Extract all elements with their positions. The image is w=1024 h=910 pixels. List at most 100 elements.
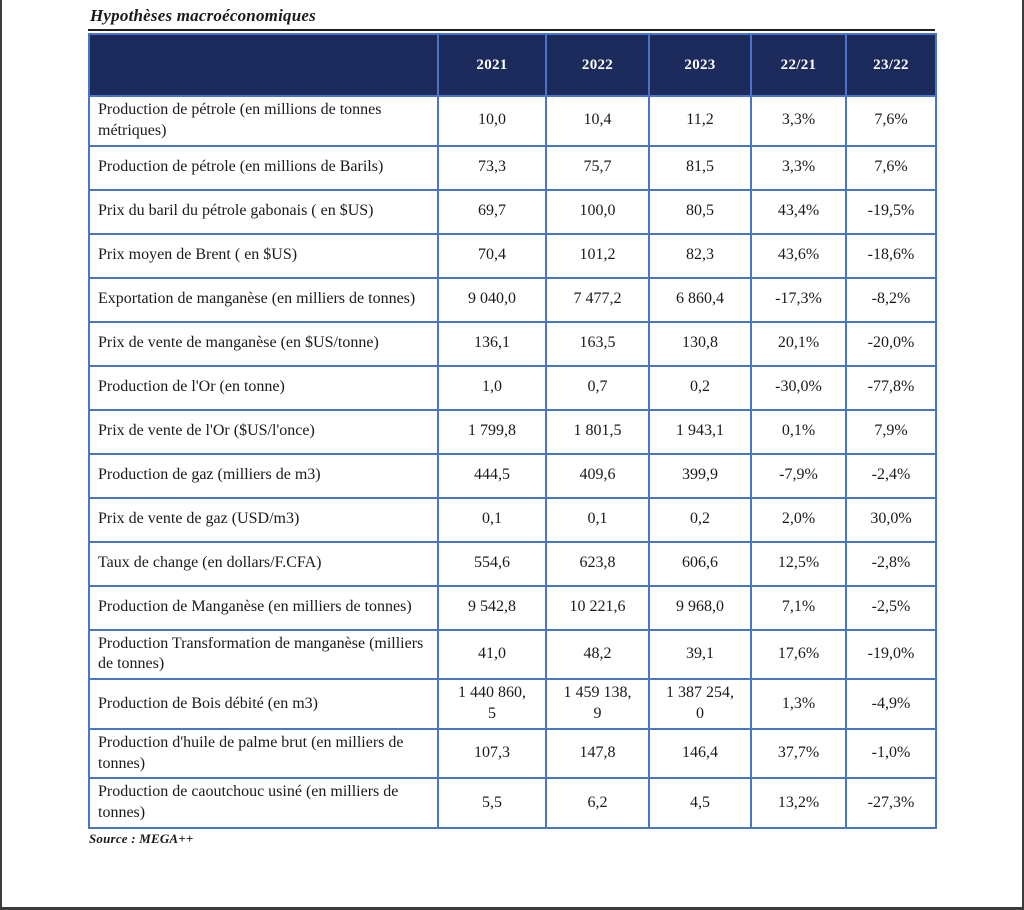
row-label-cell: Production de pétrole (en millions de Ba… <box>88 144 439 191</box>
value-cell-2022: 48,2 <box>545 628 650 681</box>
value-cell-22-21: 0,1% <box>750 408 847 455</box>
value-cell-23-22: -2,8% <box>845 540 937 587</box>
value-cell-22-21: 1,3% <box>750 678 847 730</box>
table-row: Production de caoutchouc usiné (en milli… <box>88 777 937 829</box>
row-label-cell: Exportation de manganèse (en milliers de… <box>88 276 439 323</box>
value-cell-2022: 0,1 <box>545 496 650 543</box>
value-cell-2022: 75,7 <box>545 144 650 191</box>
value-cell-23-22: -1,0% <box>845 727 937 780</box>
value-cell-23-22: -4,9% <box>845 678 937 730</box>
value-cell-2021: 9 542,8 <box>437 584 547 631</box>
table-row: Production d'huile de palme brut (en mil… <box>88 727 937 780</box>
value-cell-2021: 444,5 <box>437 452 547 499</box>
row-label-cell: Production de pétrole (en millions de to… <box>88 95 439 147</box>
col-header-2023: 2023 <box>648 33 752 97</box>
value-cell-2021: 136,1 <box>437 320 547 367</box>
table-header-row: 2021 2022 2023 22/21 23/22 <box>88 33 937 97</box>
value-cell-23-22: -2,4% <box>845 452 937 499</box>
value-cell-22-21: 3,3% <box>750 144 847 191</box>
value-cell-2023: 1 943,1 <box>648 408 752 455</box>
row-label-cell: Prix de vente de l'Or ($US/l'once) <box>88 408 439 455</box>
value-cell-22-21: 20,1% <box>750 320 847 367</box>
table-row: Production de pétrole (en millions de Ba… <box>88 144 937 191</box>
row-label-cell: Production de Bois débité (en m3) <box>88 678 439 730</box>
table-row: Prix moyen de Brent ( en $US) 70,4 101,2… <box>88 232 937 279</box>
row-label-cell: Production de gaz (milliers de m3) <box>88 452 439 499</box>
value-cell-2023: 4,5 <box>648 777 752 829</box>
table-row: Exportation de manganèse (en milliers de… <box>88 276 937 323</box>
value-cell-2022: 10,4 <box>545 95 650 147</box>
value-cell-2023: 82,3 <box>648 232 752 279</box>
value-cell-22-21: 3,3% <box>750 95 847 147</box>
row-label-cell: Taux de change (en dollars/F.CFA) <box>88 540 439 587</box>
table-row: Production Transformation de manganèse (… <box>88 628 937 681</box>
value-cell-22-21: -17,3% <box>750 276 847 323</box>
col-header-2022: 2022 <box>545 33 650 97</box>
value-cell-22-21: -7,9% <box>750 452 847 499</box>
value-cell-2023: 130,8 <box>648 320 752 367</box>
value-cell-2023: 399,9 <box>648 452 752 499</box>
table-row: Production de pétrole (en millions de to… <box>88 95 937 147</box>
row-label-cell: Production de l'Or (en tonne) <box>88 364 439 411</box>
value-cell-2022: 10 221,6 <box>545 584 650 631</box>
page-title: Hypothèses macroéconomiques <box>88 5 935 31</box>
table-body: Production de pétrole (en millions de to… <box>88 95 937 829</box>
table-row: Prix de vente de gaz (USD/m3) 0,1 0,1 0,… <box>88 496 937 543</box>
row-label-cell: Production Transformation de manganèse (… <box>88 628 439 681</box>
table-row: Taux de change (en dollars/F.CFA) 554,6 … <box>88 540 937 587</box>
row-label-cell: Prix moyen de Brent ( en $US) <box>88 232 439 279</box>
table-row: Prix de vente de l'Or ($US/l'once) 1 799… <box>88 408 937 455</box>
header-corner-cell <box>88 33 439 97</box>
value-cell-2023: 6 860,4 <box>648 276 752 323</box>
value-cell-23-22: 7,6% <box>845 95 937 147</box>
row-label-cell: Prix de vente de manganèse (en $US/tonne… <box>88 320 439 367</box>
table-row: Production de l'Or (en tonne) 1,0 0,7 0,… <box>88 364 937 411</box>
document-content: Hypothèses macroéconomiques 2021 2022 20… <box>88 5 937 847</box>
value-cell-2023: 1 387 254, 0 <box>648 678 752 730</box>
value-cell-22-21: 2,0% <box>750 496 847 543</box>
value-cell-22-21: 43,6% <box>750 232 847 279</box>
value-cell-2021: 1 440 860, 5 <box>437 678 547 730</box>
table-row: Prix du baril du pétrole gabonais ( en $… <box>88 188 937 235</box>
value-cell-2022: 1 801,5 <box>545 408 650 455</box>
value-cell-23-22: -2,5% <box>845 584 937 631</box>
value-cell-2022: 1 459 138, 9 <box>545 678 650 730</box>
value-cell-23-22: 30,0% <box>845 496 937 543</box>
value-cell-2023: 81,5 <box>648 144 752 191</box>
value-cell-2022: 0,7 <box>545 364 650 411</box>
table-row: Production de gaz (milliers de m3) 444,5… <box>88 452 937 499</box>
value-cell-2022: 623,8 <box>545 540 650 587</box>
value-cell-22-21: 37,7% <box>750 727 847 780</box>
source-note: Source : MEGA++ <box>89 830 194 846</box>
row-label-cell: Production de Manganèse (en milliers de … <box>88 584 439 631</box>
value-cell-2021: 41,0 <box>437 628 547 681</box>
table-row: Prix de vente de manganèse (en $US/tonne… <box>88 320 937 367</box>
value-cell-2022: 147,8 <box>545 727 650 780</box>
value-cell-2021: 69,7 <box>437 188 547 235</box>
value-cell-23-22: -27,3% <box>845 777 937 829</box>
value-cell-2021: 5,5 <box>437 777 547 829</box>
value-cell-2022: 7 477,2 <box>545 276 650 323</box>
value-cell-2021: 107,3 <box>437 727 547 780</box>
col-header-23-22: 23/22 <box>845 33 937 97</box>
value-cell-2023: 606,6 <box>648 540 752 587</box>
value-cell-2023: 0,2 <box>648 496 752 543</box>
value-cell-22-21: -30,0% <box>750 364 847 411</box>
value-cell-22-21: 12,5% <box>750 540 847 587</box>
value-cell-23-22: 7,6% <box>845 144 937 191</box>
value-cell-2023: 39,1 <box>648 628 752 681</box>
table-row: Production de Manganèse (en milliers de … <box>88 584 937 631</box>
value-cell-2021: 554,6 <box>437 540 547 587</box>
value-cell-2022: 163,5 <box>545 320 650 367</box>
value-cell-2023: 80,5 <box>648 188 752 235</box>
value-cell-2022: 409,6 <box>545 452 650 499</box>
value-cell-23-22: -19,5% <box>845 188 937 235</box>
value-cell-23-22: -19,0% <box>845 628 937 681</box>
row-label-cell: Production de caoutchouc usiné (en milli… <box>88 777 439 829</box>
value-cell-23-22: -8,2% <box>845 276 937 323</box>
col-header-2021: 2021 <box>437 33 547 97</box>
value-cell-2021: 73,3 <box>437 144 547 191</box>
value-cell-22-21: 13,2% <box>750 777 847 829</box>
value-cell-2022: 6,2 <box>545 777 650 829</box>
value-cell-2021: 1 799,8 <box>437 408 547 455</box>
